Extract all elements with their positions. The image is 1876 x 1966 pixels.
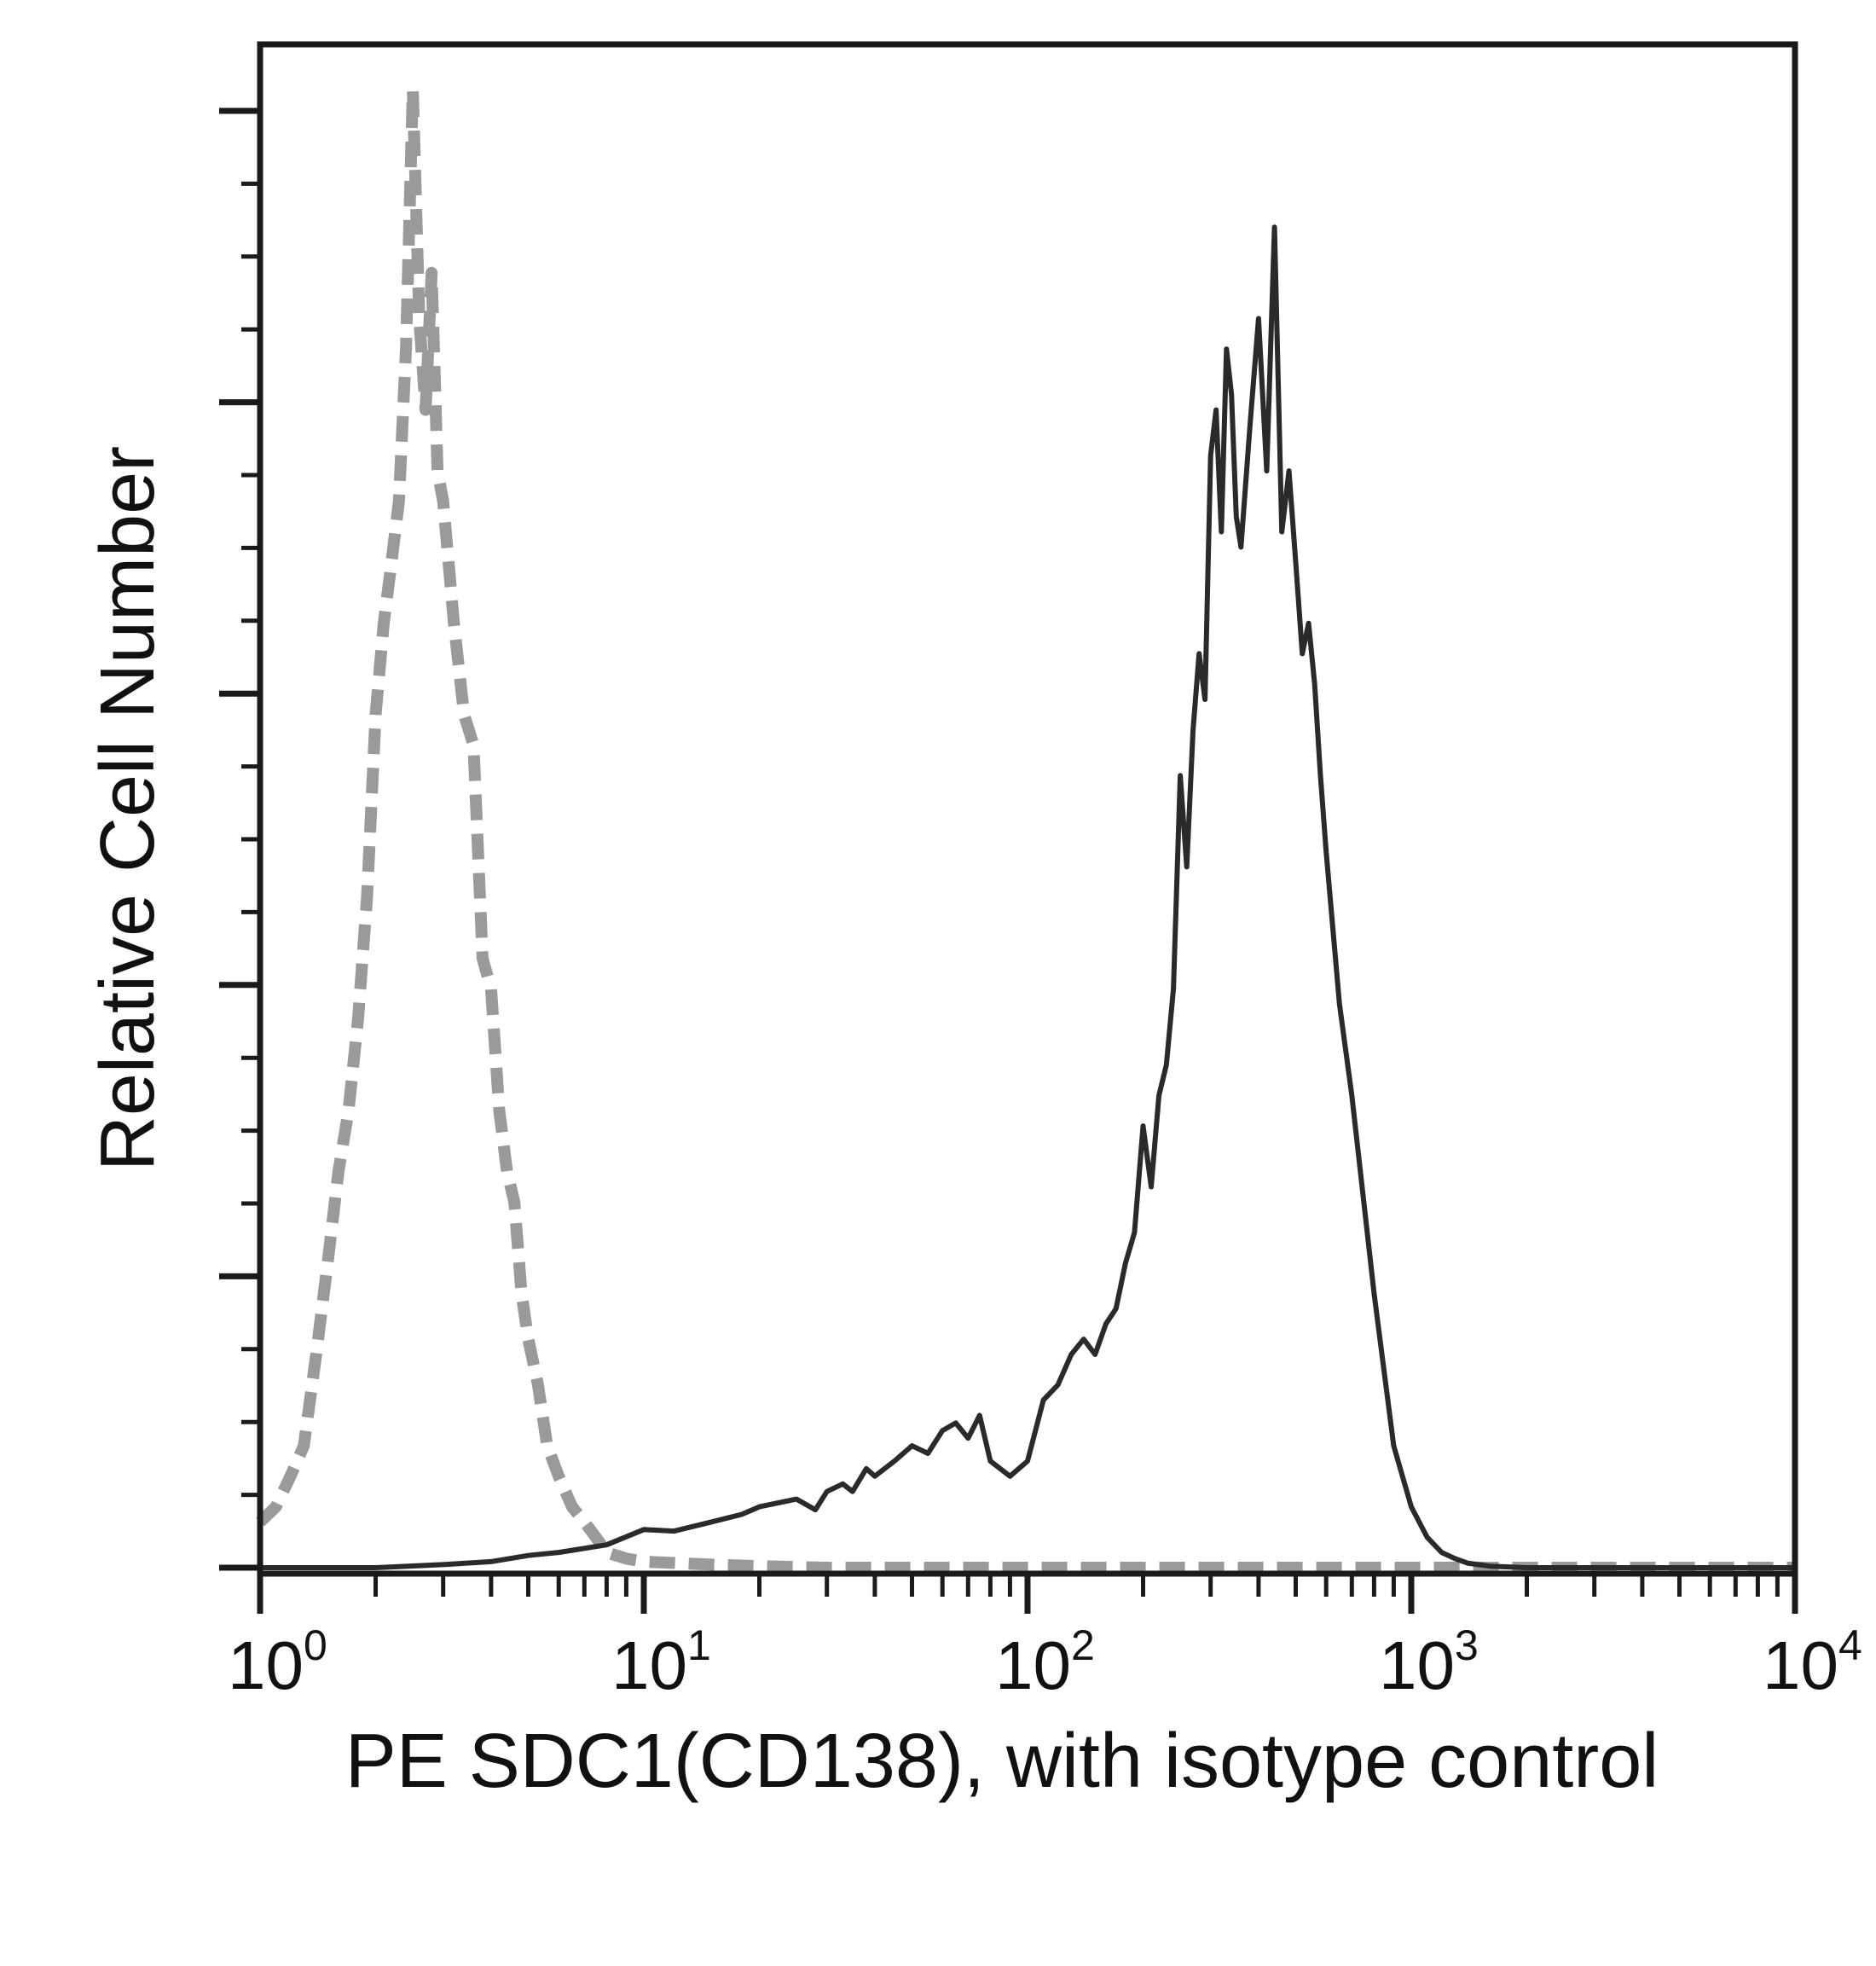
x-tick-label: 104 (1763, 1621, 1862, 1703)
x-axis-title: PE SDC1(CD138), with isotype control (345, 1719, 1659, 1804)
x-axis-tick-labels: 100 101 102 103 104 (228, 1621, 1862, 1703)
isotype-control-series-line (256, 84, 1795, 1574)
x-tick-label: 102 (995, 1621, 1095, 1703)
x-tick-label: 100 (228, 1621, 327, 1703)
x-axis-ticks (257, 1574, 1798, 1614)
y-axis-title: Relative Cell Number (85, 446, 171, 1171)
plot-frame (257, 41, 1798, 1577)
y-axis-ticks (219, 107, 260, 1571)
series-layer (256, 84, 1795, 1574)
sdc1-series-line (260, 224, 1795, 1570)
x-tick-label: 103 (1379, 1621, 1479, 1703)
x-tick-label: 101 (611, 1621, 711, 1703)
